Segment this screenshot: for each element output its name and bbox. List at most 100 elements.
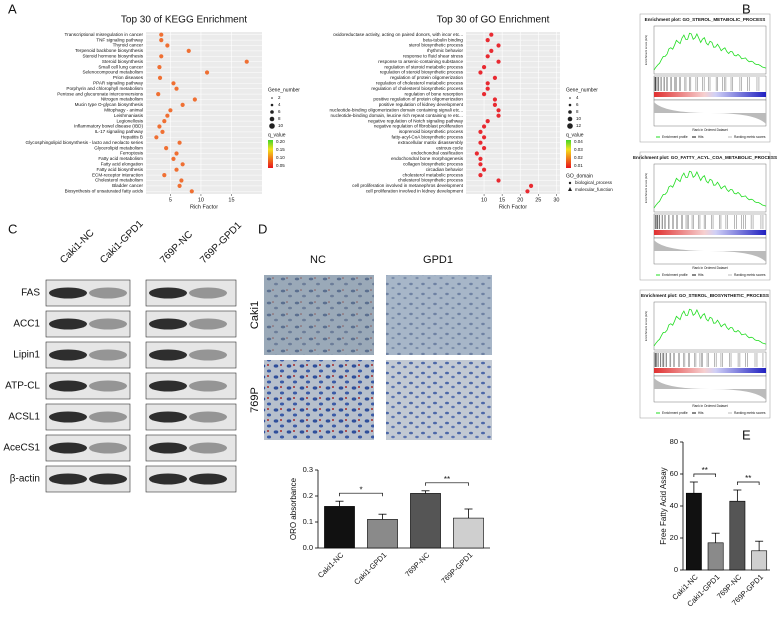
gsea-x-label: Rank in Ordered Dataset [692,128,727,132]
dot [164,146,169,151]
gsea-legend-label: Ranking metric scores [734,411,766,415]
y-tick-label: Legionellosis [116,118,143,123]
bar [685,492,702,571]
y-tick-label: regulation of cholesterol biosynthetic p… [371,86,463,91]
legend-label: molecular_function [575,187,613,192]
y-tick-label: Thyroid cancer [113,43,144,48]
legend-label: 0.20 [276,139,285,144]
gsea-title: Enrichment plot: GO_STEROL_BIOSYNTHETIC_… [641,293,769,298]
legend-label: 6 [278,109,281,114]
blot-row-label: ATP-CL [5,381,40,392]
dot [474,151,479,156]
y-tick-label: 20 [670,533,678,542]
dot [159,38,164,43]
legend-title: q_value [566,132,584,138]
gsea-legend-label: Enrichment profile [662,411,688,415]
dot [496,43,501,48]
rank-metric [654,378,766,400]
legend-title: Gene_number [566,87,598,93]
y-tick-label: Nitrogen metabolism [101,97,143,102]
dot [192,97,197,102]
dot [478,129,483,134]
significance-label: ** [745,474,751,483]
blot-band [89,318,127,330]
blot-band [89,349,127,361]
y-tick-label: Glycerolipid metabolism [94,145,143,150]
blot-column-label: 769P-GPD1 [198,220,244,266]
panel-label: C [8,221,17,236]
dot [204,70,210,75]
legend-label: 0.01 [574,163,583,168]
y-tick-label: 0 [674,565,678,574]
panel-label: B [742,1,751,16]
gsea-legend-label: Ranking metric scores [734,273,766,277]
y-tick-label: fatty-acyl-CoA biosynthetic process [392,135,464,140]
legend-dot [567,116,573,122]
dot [180,102,185,107]
rank-metric [654,102,766,124]
legend-label: 10 [278,123,284,128]
x-tick-label: 5 [169,197,172,203]
x-axis-label: Rich Factor [499,204,527,210]
gsea-x-label: Rank in Ordered Dataset [692,404,727,408]
dot [492,75,498,80]
bar [707,542,724,571]
y-tick-label: Porphyrin and chlorophyll metabolism [66,86,143,91]
legend-dot [270,110,274,114]
x-tick-label: 25 [535,197,541,203]
y-tick-label: Mitophagy - animal [104,108,143,113]
y-tick-label: regulation of cholesterol metabolic proc… [376,81,464,86]
y-tick-label: sterol biosynthetic process [409,43,464,48]
y-tick-label: regulation of steroid biosynthetic proce… [380,70,464,75]
es-curve [653,308,767,347]
blot-band [149,442,187,454]
y-tick-label: estrous cycle [436,145,463,150]
panel-label: A [8,1,17,16]
legend-dot [269,123,275,129]
dot [154,135,159,140]
micrograph [264,275,374,355]
gsea-legend-label: Ranking metric scores [734,135,766,139]
y-tick-label: Leishmaniasis [114,113,144,118]
dot [186,48,191,54]
plot-area [146,32,262,194]
blot-band [89,411,127,423]
legend-label: 10 [576,116,582,121]
dot [525,189,530,194]
dot [481,124,487,129]
y-tick-label: endochondral ossification [411,151,463,156]
blot-column-label: Caki1-GPD1 [98,218,146,266]
y-tick-label: 0.1 [303,517,313,526]
dot [177,140,182,145]
bar [751,550,768,571]
y-tick-label: response to arsenic-containing substance [378,59,463,64]
dot [165,113,170,118]
blot-row-label: β-actin [10,474,40,485]
y-axis-label: ORO absorbance [289,477,298,540]
dot [485,81,490,86]
blot-band [149,380,187,392]
x-tick-label: Caki1-GPD1 [352,550,388,586]
dot [496,59,501,64]
blot-band [49,318,87,330]
legend-dot [568,110,572,114]
y-tick-label: positive regulation of protein oligomeri… [373,97,463,102]
legend-label: 0.03 [574,147,583,152]
dot [179,178,184,183]
y-tick-label: extracellular matrix disassembly [398,140,464,145]
legend-dot [271,97,273,99]
gsea-x-label: Rank in Ordered Dataset [692,266,727,270]
blot-band [149,287,187,299]
blot-band [89,473,127,485]
x-tick-label: Caki1-NC [316,550,346,580]
gsea-y-label: Enrichment score (ES) [644,311,648,341]
bar [410,493,441,549]
legend-label: 0.10 [276,155,285,160]
y-tick-label: PPAR signaling pathway [93,81,144,86]
legend-dot [270,103,274,107]
blot-band [189,318,227,330]
gsea-legend-label: Enrichment profile [662,135,688,139]
y-tick-label: regulation of protein oligomerization [390,75,463,80]
y-tick-label: Bladder cancer [112,183,143,188]
